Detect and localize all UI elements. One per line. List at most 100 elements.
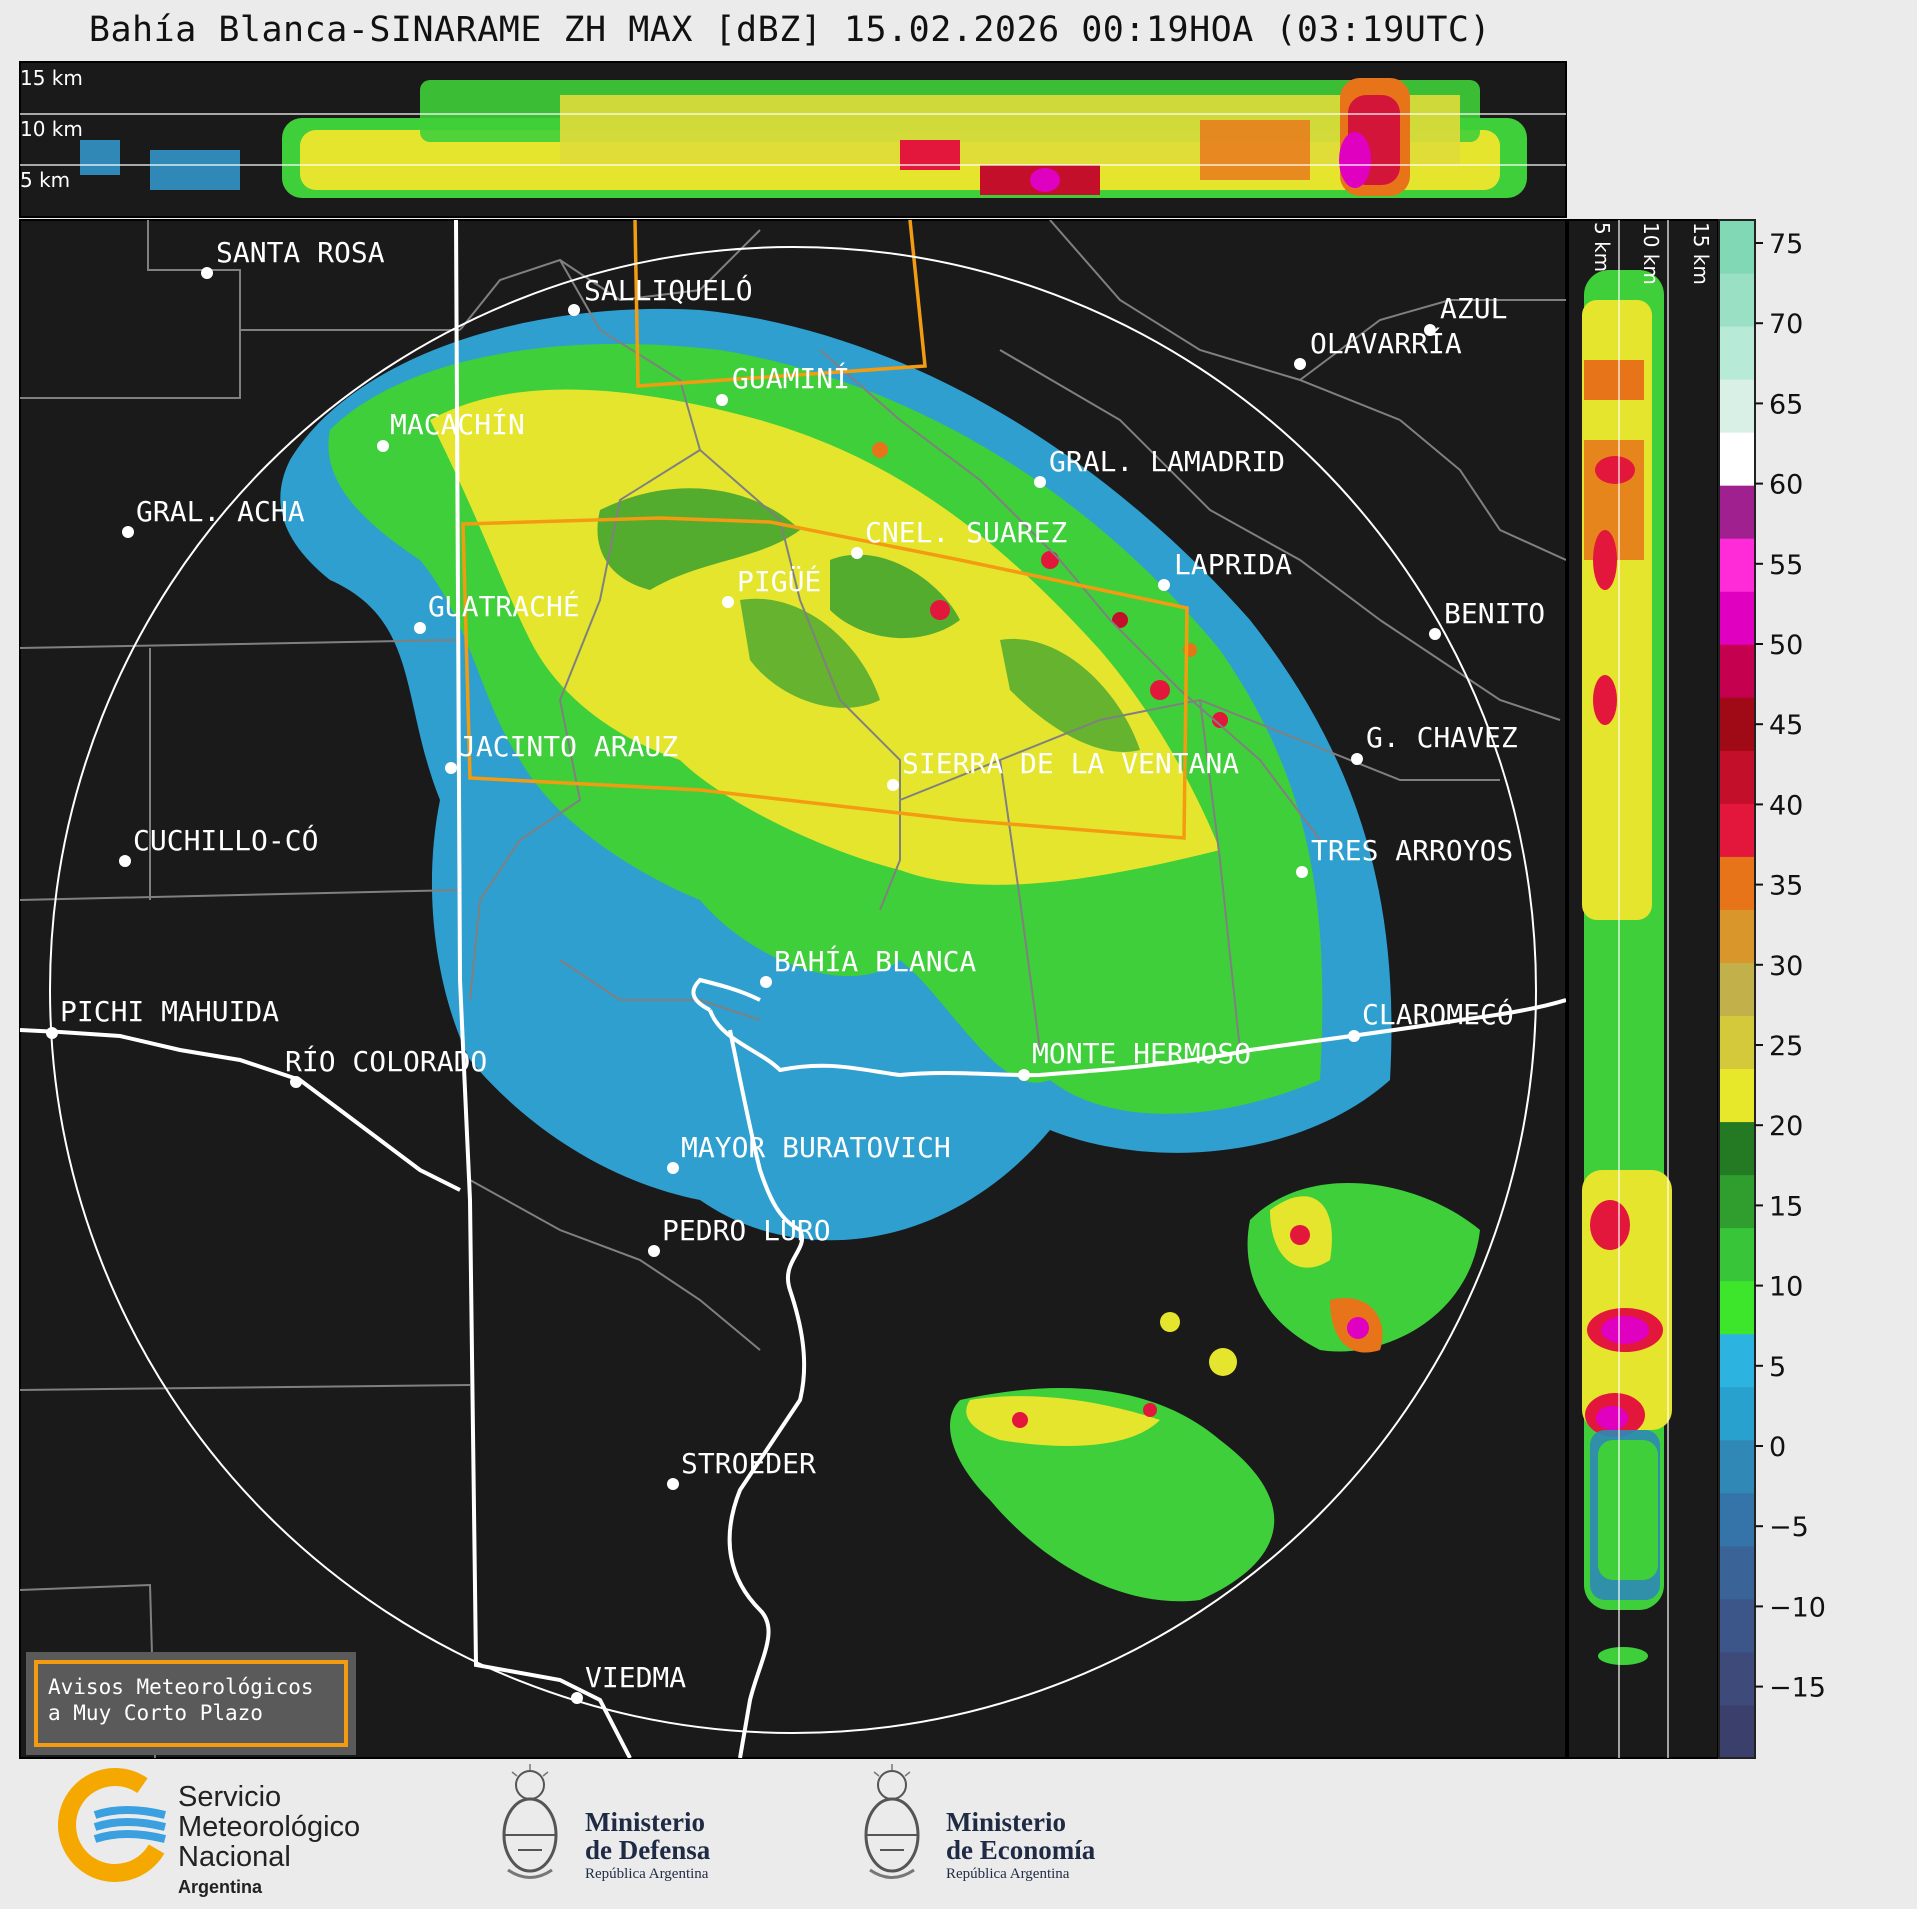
city-sierra-de-la-ventana: SIERRA DE LA VENTANA	[887, 747, 1239, 791]
city-pedro-luro: PEDRO LURO	[648, 1214, 831, 1257]
defensa-line-1: Ministerio	[585, 1807, 705, 1837]
city-gral-lamadrid: GRAL. LAMADRID	[1034, 445, 1285, 488]
colorbar-swatch	[1719, 1598, 1755, 1653]
city-macachin: MACACHÍN	[377, 407, 525, 452]
city-label: JACINTO ARAUZ	[459, 730, 678, 763]
city-label: SALLIQUELÓ	[584, 273, 753, 307]
colorbar-tick-label: 50	[1769, 630, 1803, 661]
colorbar-swatch	[1719, 1015, 1755, 1070]
city-tres-arroyos: TRES ARROYOS	[1296, 834, 1513, 878]
colorbar-swatch	[1719, 1227, 1755, 1282]
smn-logo-text: Servicio Meteorológico Nacional Argentin…	[178, 1782, 360, 1902]
city-salliquelo: SALLIQUELÓ	[568, 273, 753, 316]
city-label: PIGÜÉ	[737, 564, 821, 598]
colorbar-swatch	[1719, 644, 1755, 698]
warning-polygons	[461, 220, 1189, 840]
city-pigue: PIGÜÉ	[722, 564, 821, 608]
side-panel-label-15km: 15 km	[1689, 222, 1713, 285]
city-label: TRES ARROYOS	[1311, 834, 1513, 867]
colorbar-swatch	[1719, 909, 1755, 963]
colorbar-swatch	[1719, 1333, 1755, 1388]
city-bahia-blanca: BAHÍA BLANCA	[760, 944, 976, 988]
city-rio-colorado: RÍO COLORADO	[285, 1044, 487, 1088]
colorbar-swatches	[1719, 220, 1755, 1759]
colorbar-swatch	[1719, 591, 1755, 645]
city-markers: SANTA ROSA SALLIQUELÓ GUAMINÍ AZUL OLAVA…	[46, 236, 1545, 1704]
colorbar-tick-label: 20	[1769, 1111, 1803, 1142]
city-laprida: LAPRIDA	[1158, 548, 1292, 591]
side-panel-label-5km: 5 km	[1590, 222, 1614, 272]
city-label: BAHÍA BLANCA	[774, 944, 976, 978]
colorbar-swatch	[1719, 697, 1755, 751]
colorbar-tick-label: 35	[1769, 871, 1803, 902]
defensa-line-3: República Argentina	[585, 1866, 709, 1882]
province-border	[20, 220, 1566, 1758]
city-label: CUCHILLO-CÓ	[133, 823, 318, 857]
colorbar-swatch	[1719, 1704, 1755, 1759]
colorbar-tick-label: 25	[1769, 1031, 1803, 1062]
city-jacinto-arauz: JACINTO ARAUZ	[445, 730, 678, 774]
smn-line-3: Nacional	[178, 1841, 291, 1873]
colorbar-swatch	[1719, 432, 1755, 486]
coat-of-arms-icon	[502, 1764, 558, 1879]
range-ring	[49, 246, 1537, 1734]
colorbar-tick-label: 0	[1769, 1432, 1786, 1463]
colorbar-tick-label: 45	[1769, 710, 1803, 741]
city-label: GRAL. ACHA	[136, 495, 305, 528]
colorbar-tick-label: 65	[1769, 389, 1803, 420]
colorbar-tick-label: −15	[1769, 1673, 1826, 1704]
economia-logo-text: Ministerio de Economía República Argenti…	[946, 1808, 1095, 1883]
warning-line-2: a Muy Corto Plazo	[48, 1701, 263, 1725]
city-benito: BENITO	[1429, 597, 1545, 640]
colorbar-swatch	[1719, 326, 1755, 380]
colorbar-swatch	[1719, 1068, 1755, 1123]
city-label: GUATRACHÉ	[428, 589, 580, 623]
city-monte-hermoso: MONTE HERMOSO	[1018, 1037, 1251, 1081]
colorbar-swatch	[1719, 750, 1755, 804]
warning-box[interactable]: Avisos Meteorológicos a Muy Corto Plazo	[26, 1652, 356, 1755]
colorbar-swatch	[1719, 379, 1755, 433]
top-cross-section-panel: 15 km 10 km 5 km	[19, 61, 1567, 218]
city-g-chavez: G. CHAVEZ	[1351, 721, 1518, 765]
city-azul: AZUL	[1424, 292, 1507, 336]
top-panel-label-15km: 15 km	[20, 66, 83, 90]
city-olavarria: OLAVARRÍA	[1294, 326, 1462, 370]
colorbar-swatch	[1719, 1386, 1755, 1441]
warning-line-1: Avisos Meteorológicos	[48, 1675, 314, 1699]
city-santa-rosa: SANTA ROSA	[201, 236, 385, 279]
top-panel-label-5km: 5 km	[20, 168, 70, 192]
city-label: GUAMINÍ	[732, 361, 850, 395]
smn-line-1: Servicio	[178, 1781, 282, 1813]
colorbar-swatch	[1719, 962, 1755, 1017]
colorbar-tick-label: 15	[1769, 1191, 1803, 1222]
city-label: CNEL. SUAREZ	[865, 516, 1067, 549]
city-label: G. CHAVEZ	[1366, 721, 1518, 754]
colorbar-tick-label: 30	[1769, 951, 1803, 982]
city-pichi-mahuida: PICHI MAHUIDA	[46, 995, 279, 1039]
colorbar-tick-label: 60	[1769, 470, 1803, 501]
colorbar-swatch	[1719, 538, 1755, 592]
city-viedma: VIEDMA	[571, 1661, 686, 1704]
colorbar-tick-label: 55	[1769, 550, 1803, 581]
smn-line-2: Meteorológico	[178, 1811, 361, 1843]
city-mayor-buratovich: MAYOR BURATOVICH	[667, 1131, 951, 1174]
city-cuchillo-co: CUCHILLO-CÓ	[119, 823, 318, 867]
colorbar-swatch	[1719, 803, 1755, 857]
city-label: BENITO	[1444, 597, 1545, 630]
colorbar-swatch	[1719, 485, 1755, 539]
colorbar-swatch	[1719, 220, 1755, 274]
city-label: PICHI MAHUIDA	[60, 995, 279, 1028]
economia-line-2: de Economía	[946, 1835, 1096, 1865]
colorbar-swatch	[1719, 1174, 1755, 1229]
economia-line-3: República Argentina	[946, 1866, 1070, 1882]
smn-logo-icon	[58, 1768, 172, 1882]
city-label: PEDRO LURO	[662, 1214, 831, 1247]
colorbar-tick-label: 70	[1769, 309, 1803, 340]
colorbar-swatch	[1719, 1280, 1755, 1335]
side-panel-label-10km: 10 km	[1639, 222, 1663, 285]
coat-of-arms-icon	[864, 1764, 920, 1879]
defensa-logo-text: Ministerio de Defensa República Argentin…	[585, 1808, 710, 1883]
city-gral-acha: GRAL. ACHA	[122, 495, 305, 538]
map-panel: SANTA ROSA SALLIQUELÓ GUAMINÍ AZUL OLAVA…	[19, 219, 1567, 1759]
colorbar-swatch	[1719, 1492, 1755, 1547]
